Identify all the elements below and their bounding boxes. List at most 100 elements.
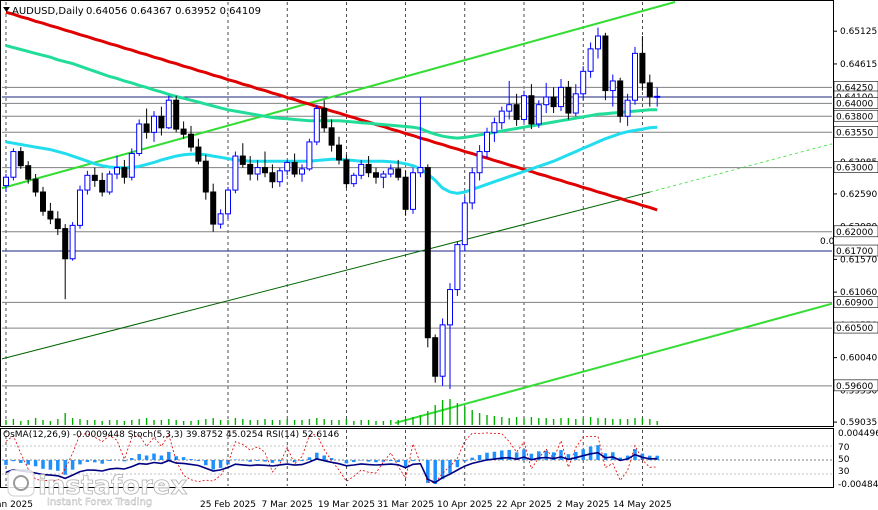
candle-body	[143, 123, 150, 133]
candle-body	[491, 122, 498, 133]
price-tick-label: 0.61570	[840, 255, 877, 265]
upper-trend-line	[1, 1, 676, 190]
candle	[543, 82, 550, 114]
candle-body	[424, 167, 431, 339]
candle-body	[202, 160, 209, 193]
date-label: 19 Mar 2025	[318, 500, 375, 510]
price-level-label: 0.63800	[836, 112, 873, 122]
date-label: 12 Jan 2025	[0, 500, 33, 510]
candle-body	[180, 128, 187, 135]
candle	[558, 79, 564, 112]
candle-body	[417, 167, 424, 174]
candle	[276, 167, 283, 187]
candle	[10, 148, 17, 181]
date-label: 10 Apr 2025	[437, 500, 493, 510]
candle-body	[173, 99, 180, 130]
candle-body	[387, 168, 394, 175]
candle-body	[550, 96, 557, 108]
candle	[387, 164, 394, 178]
candle-body	[469, 172, 476, 204]
osc-axis-label: 70	[838, 443, 850, 453]
candle-body	[84, 174, 91, 191]
candle-body	[32, 178, 39, 193]
symbol-label: AUDUSD,Daily	[12, 6, 84, 17]
date-label: 7 Mar 2025	[262, 500, 313, 510]
candle-body	[128, 152, 135, 178]
candle-body	[654, 95, 661, 98]
candle-body	[587, 48, 594, 72]
candle	[565, 80, 572, 120]
candle	[365, 156, 372, 178]
candle-body	[247, 163, 254, 175]
candle	[128, 148, 135, 181]
candle-body	[632, 52, 638, 101]
volume-bars	[5, 399, 658, 425]
candle	[202, 154, 209, 200]
candle	[580, 66, 587, 101]
rsi-line	[5, 451, 658, 484]
candle-body	[336, 144, 342, 161]
candle-body	[99, 179, 106, 193]
candle	[624, 93, 631, 126]
candle	[461, 196, 468, 252]
candle-body	[47, 210, 54, 220]
watermark-subtext: Instant Forex Trading	[47, 497, 152, 508]
candle-body	[506, 104, 513, 112]
date-label: 14 May 2025	[613, 500, 672, 510]
candle-body	[62, 228, 69, 260]
candle	[210, 183, 217, 232]
candle	[328, 119, 335, 152]
candle	[54, 211, 61, 236]
candle	[188, 125, 194, 152]
channel-line-extension	[649, 143, 833, 193]
price-level-label: 0.62000	[836, 228, 873, 238]
candles	[3, 27, 661, 390]
candle-body	[498, 110, 505, 124]
candle	[40, 186, 46, 216]
candle-body	[299, 168, 305, 175]
candle	[232, 151, 239, 194]
candle	[380, 170, 387, 189]
candle	[639, 36, 646, 91]
candle	[373, 167, 379, 184]
candle-body	[447, 289, 453, 326]
price-level-label: 0.61700	[836, 247, 873, 257]
candle-body	[232, 155, 239, 191]
watermark: instaforex Instant Forex Trading	[7, 469, 188, 508]
candle-body	[3, 176, 9, 187]
candle	[513, 93, 520, 126]
candle-body	[617, 80, 624, 117]
candle	[617, 77, 624, 123]
candle-body	[461, 202, 468, 246]
candle	[3, 174, 9, 192]
candle-body	[291, 161, 298, 175]
candle-body	[476, 151, 483, 174]
candle-body	[535, 104, 542, 125]
instaforex-logo-icon	[13, 475, 29, 491]
candle	[114, 156, 120, 180]
candle-body	[269, 172, 276, 183]
candle-body	[54, 218, 61, 230]
candle	[602, 32, 609, 101]
candle-body	[343, 159, 350, 185]
candle	[417, 96, 424, 178]
candle-body	[313, 108, 320, 143]
candle	[254, 159, 261, 181]
candle	[121, 159, 128, 184]
osc-axis-label: 0.0044968	[838, 429, 878, 439]
candle	[595, 27, 601, 59]
candle	[165, 95, 172, 130]
lower-trend-line	[394, 302, 833, 425]
candle-body	[646, 82, 653, 98]
candle-body	[210, 191, 217, 225]
oscillator-panel: 0.0044968 70 50 30 -0.004843	[2, 429, 878, 490]
candle	[180, 121, 187, 139]
candle	[321, 100, 328, 133]
candle-body	[580, 70, 587, 95]
price-tick-label: 0.60040	[840, 354, 877, 364]
channel-line	[1, 191, 651, 360]
price-level-label: 0.63550	[836, 128, 873, 138]
dropdown-triangle-icon[interactable]	[3, 7, 10, 12]
date-label: 22 Apr 2025	[496, 500, 552, 510]
candle	[498, 106, 505, 130]
